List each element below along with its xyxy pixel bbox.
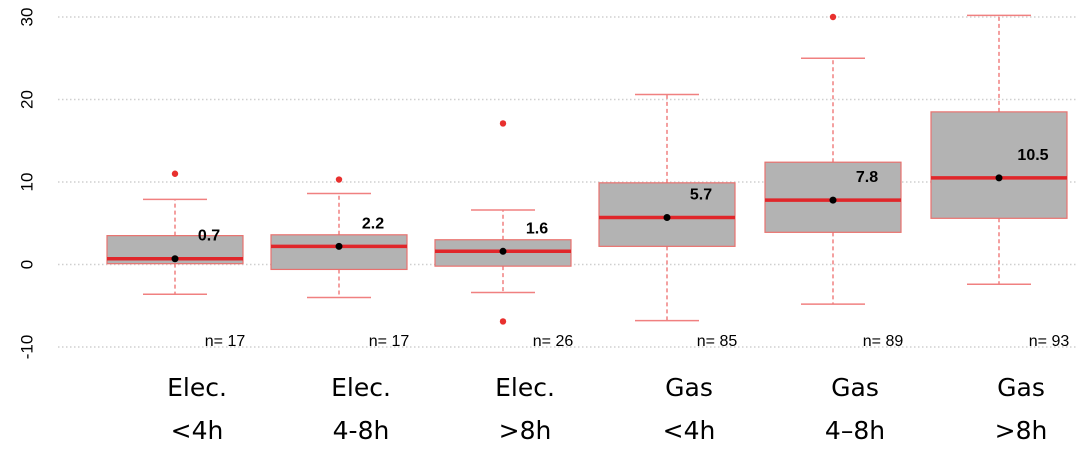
- category-label-line1: Gas: [665, 373, 713, 402]
- n-count-label: n= 26: [533, 333, 574, 350]
- outlier-point: [171, 170, 179, 177]
- category-labels: Elec. <4h Elec. 4-8h Elec. >8h Gas <4h Gas 4–8h Ga…: [167, 373, 1047, 445]
- boxes: 0.7 n= 17 2.2 n= 17 1.6 n= 26 5.7 n= 85 7.8 n= 89…: [106, 13, 1070, 350]
- category-label-line2: <4h: [663, 416, 716, 445]
- outlier-point: [335, 176, 343, 183]
- mean-point: [829, 196, 837, 204]
- y-tick-label: 10: [18, 173, 37, 192]
- category-label-line2: <4h: [171, 416, 224, 445]
- box-group: 7.8 n= 89: [764, 13, 904, 350]
- mean-value-label: 1.6: [526, 220, 548, 237]
- n-count-label: n= 17: [369, 333, 410, 350]
- outlier-point: [499, 318, 507, 325]
- outlier-point: [499, 120, 507, 127]
- y-tick-label: 20: [18, 90, 37, 109]
- box-iqr: [270, 234, 408, 271]
- y-axis: -10 0 10 20 30: [18, 8, 37, 360]
- mean-point: [171, 255, 179, 263]
- category-label-line2: >8h: [995, 416, 1048, 445]
- y-tick-label: 30: [18, 8, 37, 27]
- y-tick-label: 0: [18, 260, 37, 269]
- category-label-line2: 4–8h: [825, 416, 885, 445]
- n-count-label: n= 17: [205, 333, 246, 350]
- mean-point: [335, 242, 343, 250]
- category-label-line2: 4-8h: [333, 416, 390, 445]
- outlier-point: [829, 13, 837, 21]
- mean-value-label: 5.7: [690, 186, 712, 203]
- category-label-line2: >8h: [499, 416, 552, 445]
- box-iqr: [930, 111, 1068, 219]
- box-group: 1.6 n= 26: [434, 120, 574, 350]
- mean-value-label: 7.8: [856, 169, 878, 186]
- box-group: 2.2 n= 17: [270, 176, 410, 350]
- box-group: 5.7 n= 85: [598, 93, 738, 350]
- category-label-line1: Elec.: [331, 373, 391, 402]
- n-count-label: n= 89: [863, 333, 904, 350]
- category-label-line1: Gas: [831, 373, 879, 402]
- box-group: 10.5 n= 93: [930, 14, 1070, 350]
- gridlines: [58, 16, 1077, 348]
- mean-point: [663, 213, 671, 221]
- box-group: 0.7 n= 17: [106, 170, 246, 350]
- y-tick-label: -10: [18, 335, 37, 360]
- n-count-label: n= 93: [1029, 333, 1070, 350]
- mean-value-label: 0.7: [198, 228, 220, 245]
- mean-point: [499, 247, 507, 255]
- mean-value-label: 2.2: [362, 215, 384, 232]
- category-label-line1: Gas: [997, 373, 1045, 402]
- category-label-line1: Elec.: [495, 373, 555, 402]
- mean-value-label: 10.5: [1017, 147, 1048, 164]
- n-count-label: n= 85: [697, 333, 738, 350]
- category-label-line1: Elec.: [167, 373, 227, 402]
- mean-point: [995, 174, 1003, 182]
